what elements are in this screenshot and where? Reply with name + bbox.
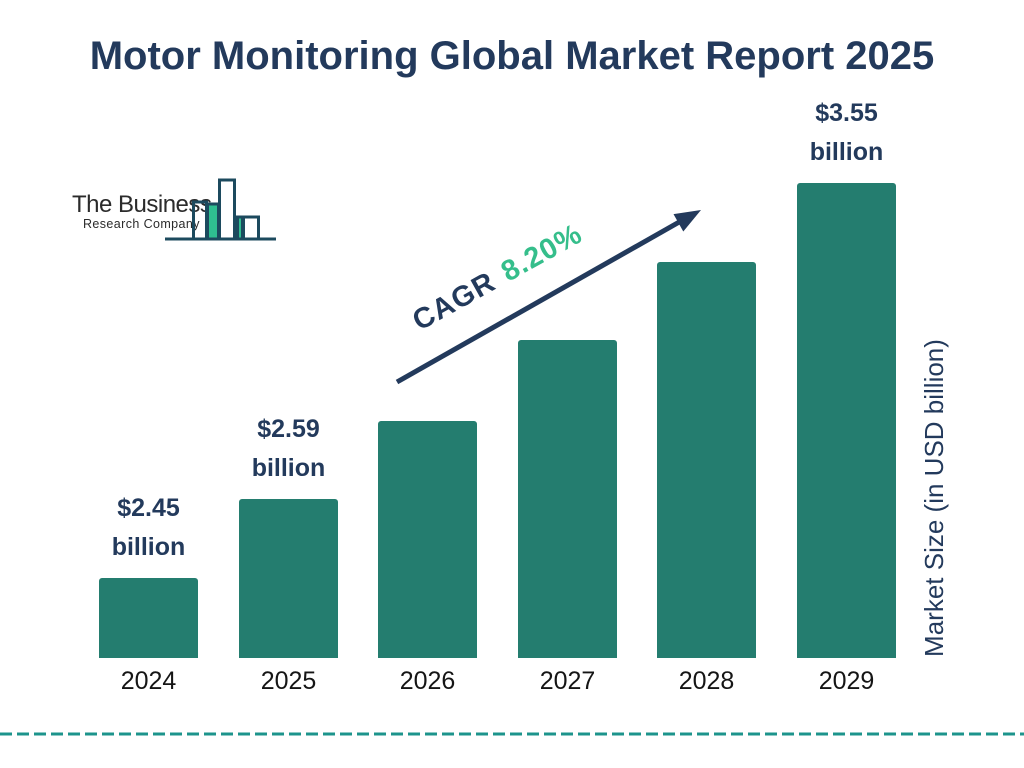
x-tick-2027: 2027	[539, 667, 596, 695]
bar-column-2028: 2028	[657, 262, 756, 695]
bar-column-2024: $2.45 billion 2024	[99, 494, 198, 695]
bar-2024	[99, 578, 198, 658]
bar-2027	[518, 340, 617, 658]
logo-line1: The Business	[72, 191, 212, 218]
x-tick-2026: 2026	[399, 667, 456, 695]
bar-column-2026: 2026	[378, 421, 477, 695]
x-tick-2024: 2024	[120, 667, 177, 695]
bar-value-label-2029: $3.55 billion	[809, 99, 884, 166]
x-tick-2029: 2029	[818, 667, 875, 695]
bar-column-2025: $2.59 billion 2025	[239, 415, 338, 695]
bar-2026	[378, 421, 477, 658]
bar-2029	[797, 183, 896, 658]
x-tick-2028: 2028	[678, 667, 735, 695]
logo-bars-icon	[165, 178, 276, 241]
logo-line2: Research Company	[83, 217, 200, 231]
bar-value-label-2024: $2.45 billion	[111, 494, 186, 561]
cagr-label: CAGR	[407, 266, 502, 338]
x-tick-2025: 2025	[260, 667, 317, 695]
bar-2025	[239, 499, 338, 658]
bar-column-2027: 2027	[518, 340, 617, 695]
y-axis-label: Market Size (in USD billion)	[919, 339, 949, 657]
bar-2028	[657, 262, 756, 658]
cagr-value: 8.20%	[496, 217, 588, 289]
cagr-annotation: CAGR8.20%	[383, 204, 617, 359]
bar-column-2029: $3.55 billion 2029	[797, 99, 896, 695]
bar-value-label-2025: $2.59 billion	[251, 415, 326, 482]
logo-text: The Business Research Company	[72, 191, 212, 231]
page-title: Motor Monitoring Global Market Report 20…	[89, 34, 935, 78]
company-logo: The Business Research Company	[72, 178, 276, 241]
